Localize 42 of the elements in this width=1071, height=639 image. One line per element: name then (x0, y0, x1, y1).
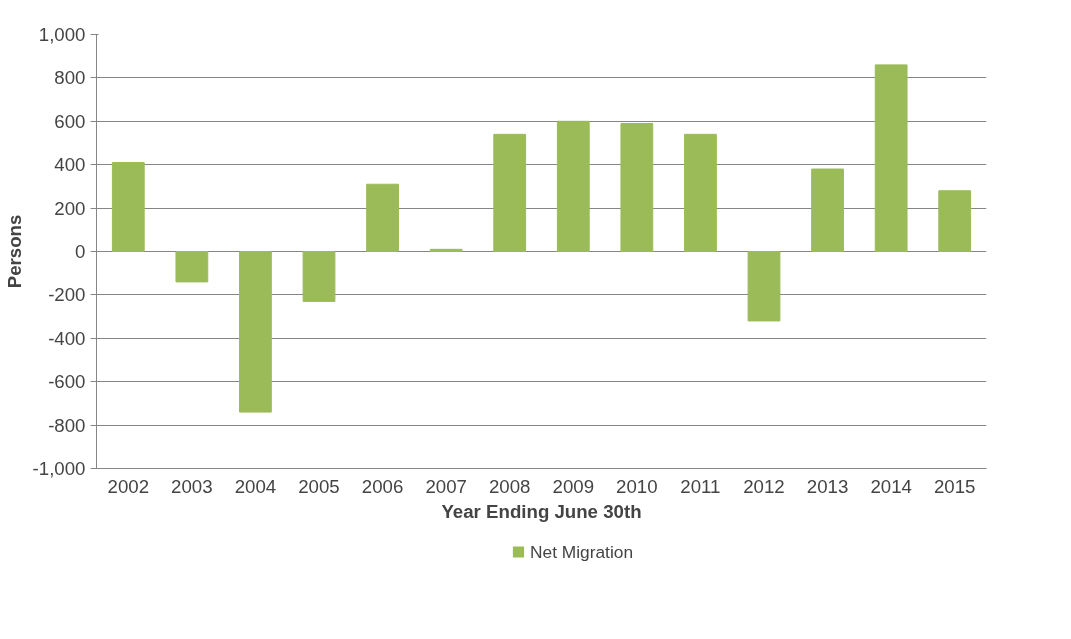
x-tick-label: 2013 (806, 475, 849, 497)
x-tick-label: 2012 (743, 475, 785, 497)
bar (811, 168, 844, 252)
y-tick-label: -200 (48, 284, 86, 306)
bar (938, 190, 972, 252)
x-tick-label: 2005 (298, 475, 340, 497)
y-tick-label: 400 (54, 154, 86, 176)
x-axis-title: Year Ending June 30th (441, 500, 642, 522)
y-tick-label: 800 (54, 67, 86, 89)
x-tick-label: 2007 (425, 475, 467, 497)
bar (175, 251, 209, 283)
bar (620, 122, 654, 252)
y-tick-label: -1,000 (32, 458, 86, 479)
x-tick-label: 2003 (171, 475, 213, 497)
x-tick-label: 2014 (870, 475, 912, 497)
bar (874, 64, 908, 252)
bar (239, 251, 272, 413)
x-tick-label: 2015 (933, 475, 976, 497)
x-tick-label: 2002 (107, 475, 150, 497)
y-tick-label: -400 (48, 327, 86, 349)
bar (747, 251, 781, 322)
bar (111, 162, 145, 252)
x-tick-label: 2011 (680, 475, 721, 497)
legend-label: Net Migration (529, 541, 634, 562)
bar (366, 183, 399, 252)
bar (429, 248, 463, 252)
x-tick-label: 2008 (488, 475, 531, 497)
y-axis-title: Persons (3, 214, 25, 289)
bar (302, 251, 336, 302)
y-tick-label: -800 (48, 414, 86, 436)
bar (556, 120, 590, 252)
y-tick-label: 200 (54, 197, 86, 219)
y-tick-label: 600 (54, 110, 86, 132)
y-tick-label: 0 (75, 241, 86, 262)
bar (684, 133, 717, 252)
x-tick-label: 2009 (552, 475, 595, 497)
y-tick-label: -600 (48, 371, 86, 393)
x-tick-label: 2006 (361, 475, 404, 497)
y-tick-label: 1,000 (38, 24, 86, 45)
x-tick-label: 2004 (234, 475, 277, 497)
x-tick-label: 2010 (616, 475, 658, 497)
bar (493, 133, 527, 252)
